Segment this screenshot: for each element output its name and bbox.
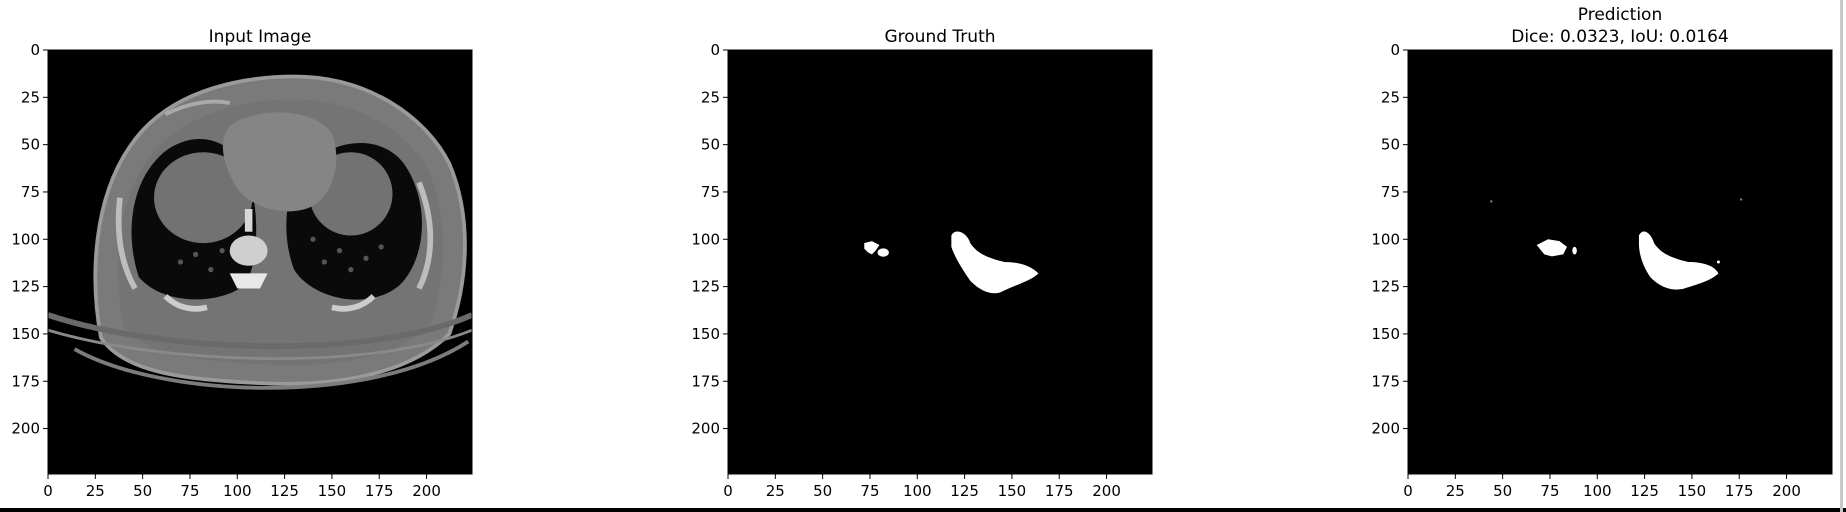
y-tick-label: 75	[701, 183, 720, 201]
y-tick-label: 100	[691, 230, 720, 248]
y-tick-label: 200	[11, 420, 40, 438]
bottom-border	[0, 508, 1846, 512]
chart-subtitle: Dice: 0.0323, IoU: 0.0164	[1511, 27, 1729, 47]
chart-title: Prediction	[1578, 5, 1662, 25]
y-tick-label: 75	[21, 183, 40, 201]
x-tick-label: 200	[1092, 482, 1121, 500]
y-tick-label: 0	[1390, 41, 1400, 59]
x-tick-label: 200	[412, 482, 441, 500]
axes-frame	[1407, 49, 1833, 475]
y-tick-label: 100	[1371, 230, 1400, 248]
y-tick-label: 50	[1381, 136, 1400, 154]
x-tick-label: 100	[903, 482, 932, 500]
y-tick-label: 175	[1371, 372, 1400, 390]
y-tick-label: 125	[691, 278, 720, 296]
y-tick-label: 200	[691, 420, 720, 438]
y-tick-label: 25	[701, 88, 720, 106]
y-tick-label: 0	[30, 41, 40, 59]
x-tick-label: 125	[1630, 482, 1659, 500]
input-image-panel: Input Image 0 25 50 75 100 125 150 175 200 0 25 50 75…	[0, 0, 486, 512]
x-tick-label: 100	[223, 482, 252, 500]
y-tick-label: 200	[1371, 420, 1400, 438]
x-tick-label: 25	[86, 482, 105, 500]
x-tick-label: 50	[813, 482, 832, 500]
x-tick-label: 175	[1725, 482, 1754, 500]
ground-truth-mask	[864, 231, 1039, 294]
ground-truth-panel-svg: Ground Truth 0 25 50 75 100 125 150 175 200 0 25 50 7…	[691, 27, 1153, 500]
axes-frame	[47, 49, 473, 475]
image-area	[728, 50, 1152, 474]
x-tick-label: 75	[1540, 482, 1559, 500]
x-tick-label: 200	[1772, 482, 1801, 500]
x-tick-label: 175	[365, 482, 394, 500]
y-tick-label: 75	[1381, 183, 1400, 201]
x-tick-label: 0	[1403, 482, 1413, 500]
y-tick-label: 150	[1371, 325, 1400, 343]
axes-frame	[727, 49, 1153, 475]
y-tick-label: 50	[21, 136, 40, 154]
y-tick-label: 0	[710, 41, 720, 59]
x-tick-label: 125	[270, 482, 299, 500]
image-area	[1408, 50, 1832, 474]
y-tick-label: 100	[11, 230, 40, 248]
chart-title: Input Image	[209, 27, 312, 47]
x-tick-label: 75	[860, 482, 879, 500]
x-tick-label: 75	[180, 482, 199, 500]
right-border	[1840, 0, 1843, 512]
x-tick-label: 50	[133, 482, 152, 500]
y-tick-label: 125	[11, 278, 40, 296]
input-image-panel-svg: Input Image 0 25 50 75 100 125 150 175 200 0 25 50 75…	[11, 27, 473, 500]
x-tick-label: 0	[723, 482, 733, 500]
x-tick-label: 150	[1678, 482, 1707, 500]
x-tick-label: 125	[950, 482, 979, 500]
x-tick-label: 150	[318, 482, 347, 500]
y-tick-label: 25	[1381, 88, 1400, 106]
x-tick-label: 0	[43, 482, 53, 500]
x-tick-label: 100	[1583, 482, 1612, 500]
x-tick-label: 50	[1493, 482, 1512, 500]
y-tick-label: 125	[1371, 278, 1400, 296]
x-tick-label: 150	[998, 482, 1027, 500]
ct-scan-image	[48, 74, 472, 390]
chart-title: Ground Truth	[884, 27, 995, 47]
prediction-mask	[1490, 198, 1743, 290]
x-tick-label: 175	[1045, 482, 1074, 500]
x-tick-label: 25	[1446, 482, 1465, 500]
y-tick-label: 175	[11, 372, 40, 390]
y-tick-label: 50	[701, 136, 720, 154]
x-tick-label: 25	[766, 482, 785, 500]
ground-truth-panel: Ground Truth 0 25 50 75 100 125 150 175 200 0 25 50 7…	[680, 0, 1166, 512]
prediction-panel: Prediction Dice: 0.0323, IoU: 0.0164 0 25 50…	[1360, 0, 1846, 512]
y-tick-label: 175	[691, 372, 720, 390]
y-tick-label: 25	[21, 88, 40, 106]
y-tick-label: 150	[691, 325, 720, 343]
y-tick-label: 150	[11, 325, 40, 343]
